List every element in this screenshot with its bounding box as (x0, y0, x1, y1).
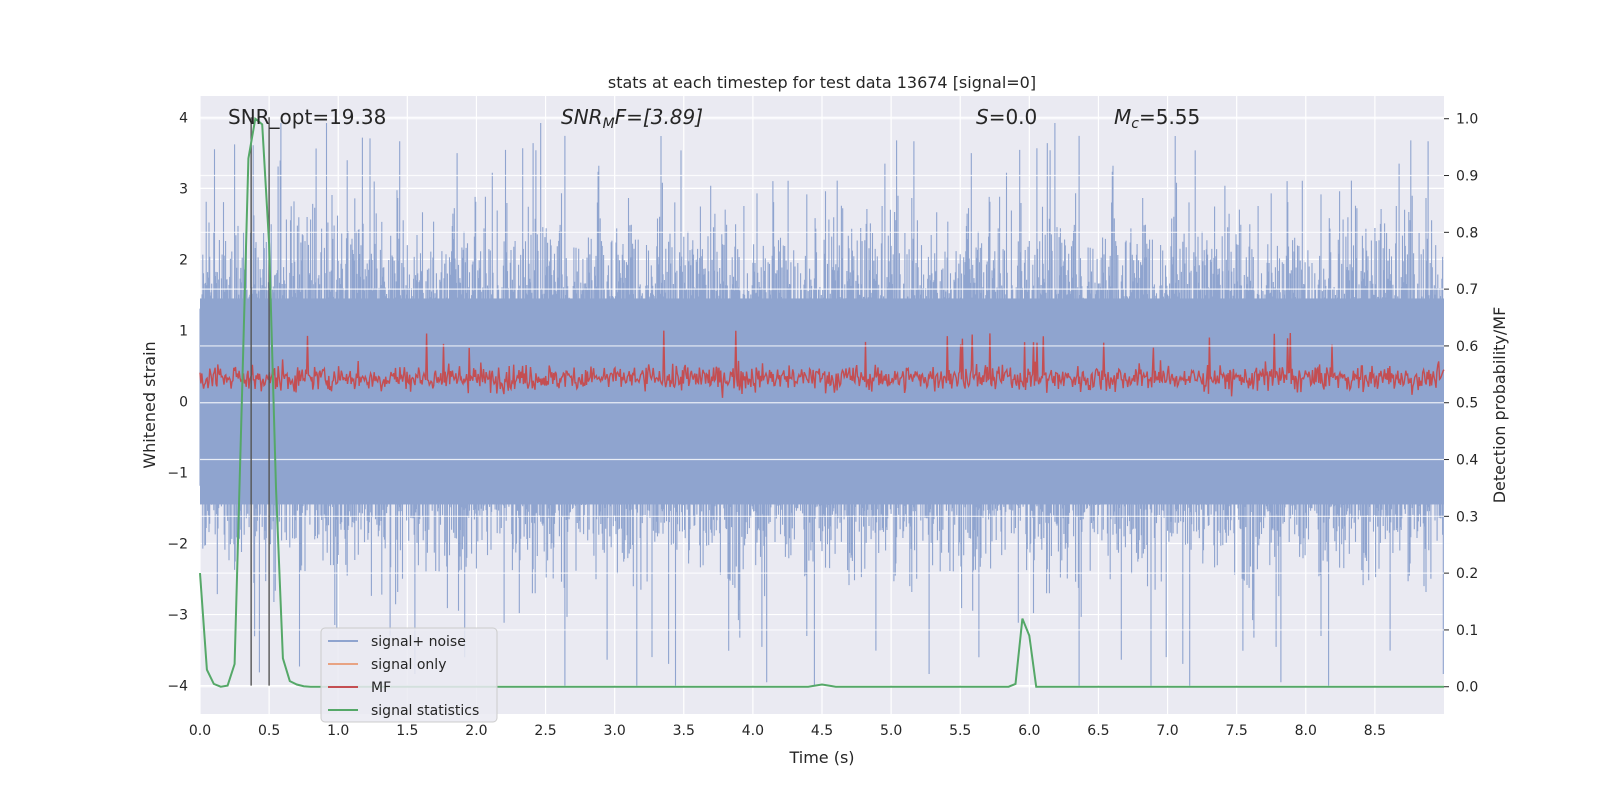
x-tick-label: 0.0 (189, 723, 211, 739)
x-tick-labels: 0.0 0.5 1.0 1.5 2.0 2.5 3.0 3.5 4.0 4.5 5.0 5.5 6.0 6… (189, 723, 1386, 739)
legend: signal+ noise signal only MF signal stat… (320, 627, 498, 723)
y-tick-label: −4 (167, 679, 188, 695)
x-tick-label: 4.0 (742, 723, 764, 739)
legend-box (320, 627, 498, 723)
annotation-mc-label: M (1114, 105, 1131, 129)
annotation-snr-opt: SNR_opt=19.38 (228, 105, 386, 129)
vertical-markers (250, 117, 270, 686)
annotation-snr-mf-sub: M (603, 116, 615, 132)
annotation-snr-mf: SNRMF=[3.89] (561, 105, 703, 132)
chart-title: stats at each timestep for test data 136… (608, 73, 1036, 92)
y-axis-label: Whitened strain (140, 341, 159, 468)
x-tick-label: 7.5 (1226, 723, 1248, 739)
y-right-tick-label: 0.2 (1456, 566, 1478, 582)
signal-noise-band (200, 298, 1444, 505)
y-right-tick-label: 0.5 (1456, 396, 1478, 412)
y-right-tick-label: 0.7 (1456, 282, 1478, 298)
x-axis-label: Time (s) (788, 748, 854, 767)
legend-label-signal-only: signal only (371, 657, 446, 673)
annotation-mc: Mc=5.55 (1114, 105, 1200, 132)
x-tick-label: 3.5 (673, 723, 695, 739)
signal-noise-series (199, 123, 1444, 686)
mf-series (199, 330, 1445, 398)
y-tick-label: 4 (179, 110, 188, 126)
y-tick-label: −3 (167, 608, 188, 624)
y-right-tick-label: 0.9 (1456, 169, 1478, 185)
x-tick-label: 2.0 (465, 723, 487, 739)
y-right-tick-label: 0.8 (1456, 225, 1478, 241)
y-tick-label: 0 (179, 394, 188, 410)
y-right-tick-label: 0.3 (1456, 509, 1478, 525)
y-tick-label: 2 (179, 252, 188, 268)
y-right-tick-label: 0.1 (1456, 623, 1478, 639)
x-tick-label: 5.0 (880, 723, 902, 739)
annotation-snr-mf-tail: F=[3.89] (615, 105, 703, 129)
x-tick-label: 8.0 (1295, 723, 1317, 739)
annotation-snr-mf-label: SNR (561, 105, 603, 129)
y-right-tick-label: 0.0 (1456, 680, 1478, 696)
legend-label-signal-statistics: signal statistics (371, 703, 479, 719)
x-tick-label: 6.5 (1087, 723, 1109, 739)
x-tick-label: 4.5 (811, 723, 833, 739)
y-tick-labels: −4 −3 −2 −1 0 1 2 3 4 (167, 110, 188, 694)
y-tick-label: 3 (179, 181, 188, 197)
x-tick-label: 1.5 (396, 723, 418, 739)
annotation-mc-tail: =5.55 (1139, 105, 1200, 129)
annotation-mc-sub: c (1131, 116, 1139, 132)
y-right-axis-label: Detection probability/MF (1490, 307, 1509, 504)
x-tick-label: 0.5 (258, 723, 280, 739)
y-right-tick-label: 0.4 (1456, 453, 1478, 469)
annotation-s: S=0.0 (976, 105, 1037, 129)
x-tick-label: 8.5 (1364, 723, 1386, 739)
x-tick-label: 3.0 (604, 723, 626, 739)
y-tick-label: −2 (167, 537, 188, 553)
legend-label-signal-noise: signal+ noise (371, 634, 466, 650)
y-tick-label: 1 (179, 323, 188, 339)
y-right-tick-labels: 0.0 0.1 0.2 0.3 0.4 0.5 0.6 0.7 0.8 0.9 1.0 (1456, 112, 1478, 696)
x-tick-label: 1.0 (327, 723, 349, 739)
y-right-tick-label: 1.0 (1456, 112, 1478, 128)
x-tick-label: 7.0 (1156, 723, 1178, 739)
y-right-tick-label: 0.6 (1456, 339, 1478, 355)
x-tick-label: 2.5 (534, 723, 556, 739)
annotation-s-tail: =0.0 (989, 105, 1038, 129)
annotation-s-label: S (976, 105, 989, 129)
legend-label-mf: MF (371, 680, 391, 696)
x-tick-label: 5.5 (949, 723, 971, 739)
y-tick-label: −1 (167, 465, 188, 481)
x-tick-label: 6.0 (1018, 723, 1040, 739)
mf-line (199, 330, 1445, 398)
